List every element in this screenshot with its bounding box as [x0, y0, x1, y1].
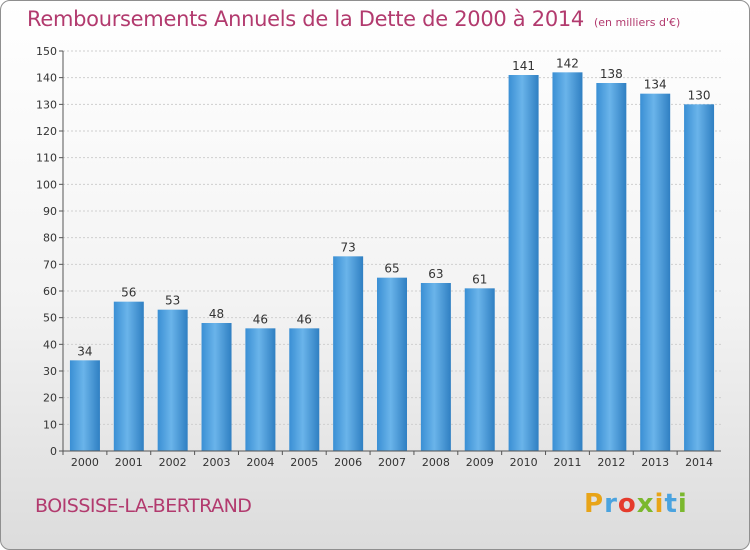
y-tick-label: 70	[43, 258, 57, 271]
value-label-2004: 46	[253, 312, 268, 326]
value-label-2009: 61	[472, 272, 487, 286]
axes	[62, 51, 721, 452]
value-label-2014: 130	[688, 88, 711, 102]
x-tick-label-2011: 2011	[553, 456, 581, 469]
x-tick-label-2004: 2004	[246, 456, 274, 469]
x-tick-label-2007: 2007	[378, 456, 406, 469]
x-tick-label-2014: 2014	[685, 456, 713, 469]
y-tick-label: 10	[43, 418, 57, 431]
y-tick-label: 100	[36, 178, 57, 191]
bar-2014	[684, 104, 715, 451]
value-label-2012: 138	[600, 67, 623, 81]
bar-2013	[640, 93, 671, 452]
x-tick-label-2008: 2008	[422, 456, 450, 469]
bar-2009	[464, 288, 495, 451]
bar-2000	[69, 360, 100, 451]
x-tick-label-2003: 2003	[203, 456, 231, 469]
value-label-2006: 73	[340, 240, 355, 254]
logo-letter: o	[617, 489, 637, 519]
logo-letter: r	[604, 489, 618, 519]
bar-2011	[552, 72, 583, 451]
chart-title: Remboursements Annuels de la Dette de 20…	[27, 7, 681, 31]
logo-letter: P	[584, 489, 605, 519]
bar-2008	[420, 283, 451, 451]
y-tick-label: 150	[36, 45, 57, 58]
y-tick-label: 130	[36, 98, 57, 111]
logo-letter: i	[677, 489, 688, 519]
bar-2012	[596, 83, 627, 451]
bar-2003	[201, 323, 232, 451]
logo-letter: x	[636, 489, 655, 519]
x-axis-ticks: 2000 2001 2002 2003 2004 2005 2006 2007 2008 2009…	[62, 451, 713, 469]
value-label-2002: 53	[165, 294, 180, 308]
y-tick-label: 90	[43, 205, 57, 218]
value-label-2005: 46	[297, 312, 312, 326]
y-tick-label: 110	[36, 152, 57, 165]
y-tick-label: 0	[50, 445, 57, 458]
value-label-2003: 48	[209, 307, 224, 321]
logo-letter: i	[654, 489, 665, 519]
bar-2010	[508, 75, 539, 451]
x-tick-label-2000: 2000	[71, 456, 99, 469]
value-label-2010: 141	[512, 59, 535, 73]
logo-letter: t	[664, 489, 678, 519]
x-tick-label-2002: 2002	[159, 456, 187, 469]
y-tick-label: 20	[43, 392, 57, 405]
value-label-2013: 134	[644, 78, 667, 92]
bar-2005	[289, 328, 320, 451]
y-tick-label: 40	[43, 338, 57, 351]
x-tick-label-2006: 2006	[334, 456, 362, 469]
chart-unit: (en milliers d'€)	[594, 16, 681, 29]
value-label-2008: 63	[428, 267, 443, 281]
x-tick-label-2012: 2012	[597, 456, 625, 469]
bar-2007	[377, 277, 407, 451]
y-axis-ticks: 0 10 20 30 40 50 60 70 80 90 100 110 120 130 140 150	[36, 45, 63, 458]
bar-2006	[333, 256, 364, 451]
value-label-2000: 34	[77, 344, 92, 358]
value-label-2007: 65	[384, 262, 399, 276]
y-tick-label: 60	[43, 285, 57, 298]
y-tick-label: 50	[43, 312, 57, 325]
y-tick-label: 80	[43, 232, 57, 245]
bar-2001	[113, 301, 144, 451]
y-tick-label: 140	[36, 72, 57, 85]
commune-name: BOISSISE-LA-BERTRAND	[35, 495, 252, 517]
x-tick-label-2009: 2009	[466, 456, 494, 469]
bars: 34 56 53 48 46 46 73 65 63 61 141 142 138 134 130	[69, 56, 715, 452]
value-label-2011: 142	[556, 56, 579, 70]
y-tick-label: 30	[43, 365, 57, 378]
bar-2004	[245, 328, 276, 451]
y-tick-label: 120	[36, 125, 57, 138]
x-tick-label-2010: 2010	[510, 456, 538, 469]
x-tick-label-2001: 2001	[115, 456, 143, 469]
x-tick-label-2013: 2013	[641, 456, 669, 469]
x-tick-label-2005: 2005	[290, 456, 318, 469]
value-label-2001: 56	[121, 286, 136, 300]
bar-2002	[157, 309, 188, 451]
proxiti-logo: Proxiti	[584, 489, 688, 519]
